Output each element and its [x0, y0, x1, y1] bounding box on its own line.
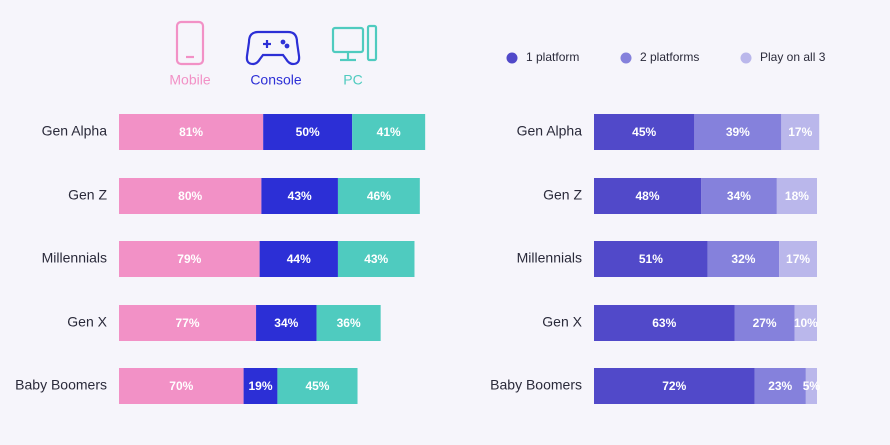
pc-icon	[331, 24, 378, 62]
bar-segment	[781, 114, 820, 150]
bar-segment	[119, 368, 244, 404]
value-label: 77%	[176, 316, 200, 330]
value-label: 10%	[794, 316, 818, 330]
legend-label: 2 platforms	[640, 50, 699, 64]
value-label: 50%	[296, 125, 320, 139]
bar-segment	[701, 178, 777, 214]
bar-segment	[119, 241, 260, 277]
legend-label: PC	[343, 72, 362, 88]
value-label: 72%	[662, 379, 686, 393]
bar-segment	[794, 305, 817, 341]
bar-segment	[277, 368, 358, 404]
value-label: 27%	[753, 316, 777, 330]
value-label: 43%	[288, 189, 312, 203]
bar-segment	[779, 241, 817, 277]
value-label: 45%	[305, 379, 329, 393]
value-label: 79%	[177, 252, 201, 266]
legend-label: Play on all 3	[760, 50, 826, 64]
value-label: 23%	[768, 379, 792, 393]
bar-segment	[594, 305, 735, 341]
bar-segment	[594, 178, 702, 214]
value-label: 34%	[727, 189, 751, 203]
category-label: Baby Boomers	[15, 377, 107, 393]
bar-segment	[316, 305, 381, 341]
category-label: Millennials	[42, 250, 107, 266]
bar-segment	[263, 114, 353, 150]
bar-segment	[352, 114, 426, 150]
bar-segment	[261, 178, 338, 214]
category-label: Baby Boomers	[490, 377, 582, 393]
value-label: 43%	[364, 252, 388, 266]
value-label: 17%	[788, 125, 812, 139]
legend-swatch	[740, 52, 752, 64]
value-label: 48%	[636, 189, 660, 203]
category-label: Gen Z	[543, 187, 582, 203]
bar-segment	[259, 241, 338, 277]
value-label: 39%	[726, 125, 750, 139]
value-label: 5%	[803, 379, 821, 393]
bar-segment	[754, 368, 806, 404]
value-label: 44%	[287, 252, 311, 266]
category-label: Gen Alpha	[517, 123, 583, 139]
value-label: 63%	[652, 316, 676, 330]
category-label: Gen X	[67, 314, 107, 330]
bar-segment	[805, 368, 817, 404]
legend-label: 1 platform	[526, 50, 579, 64]
bar-segment	[119, 305, 257, 341]
value-label: 19%	[248, 379, 272, 393]
value-label: 51%	[639, 252, 663, 266]
value-label: 80%	[178, 189, 202, 203]
value-label: 36%	[337, 316, 361, 330]
value-label: 70%	[169, 379, 193, 393]
bar-segment	[694, 114, 782, 150]
bar-segment	[337, 178, 420, 214]
value-label: 34%	[274, 316, 298, 330]
bar-segment	[594, 368, 755, 404]
mobile-icon	[175, 20, 205, 66]
bar-segment	[734, 305, 795, 341]
value-label: 18%	[785, 189, 809, 203]
console-icon	[245, 30, 301, 66]
legend-swatch	[620, 52, 632, 64]
category-label: Gen X	[542, 314, 582, 330]
category-label: Gen Alpha	[42, 123, 108, 139]
legend-label: Mobile	[169, 72, 210, 88]
bar-segment	[707, 241, 780, 277]
category-label: Gen Z	[68, 187, 107, 203]
bar-segment	[256, 305, 317, 341]
bar-segment	[594, 114, 695, 150]
value-label: 45%	[632, 125, 656, 139]
legend-swatch	[506, 52, 518, 64]
value-label: 46%	[367, 189, 391, 203]
legend-label: Console	[250, 72, 302, 88]
value-label: 81%	[179, 125, 203, 139]
category-label: Millennials	[517, 250, 582, 266]
bar-segment	[119, 114, 264, 150]
value-label: 32%	[731, 252, 755, 266]
bar-segment	[119, 178, 262, 214]
bar-segment	[594, 241, 708, 277]
value-label: 41%	[377, 125, 401, 139]
bar-segment	[776, 178, 817, 214]
bar-segment	[243, 368, 278, 404]
bar-segment	[337, 241, 415, 277]
value-label: 17%	[786, 252, 810, 266]
